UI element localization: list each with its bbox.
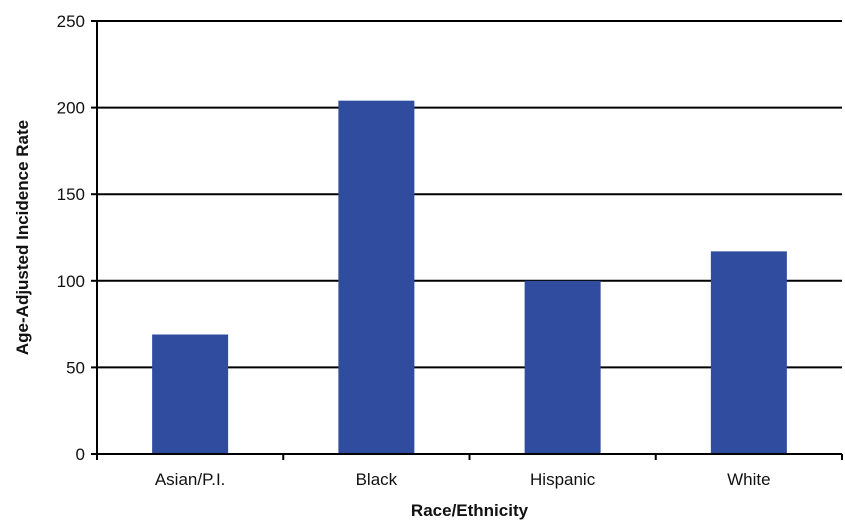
x-axis-ticks: Asian/P.I. Black Hispanic White [96, 454, 843, 489]
y-tick-label: 100 [57, 272, 85, 291]
x-tick-label: Asian/P.I. [155, 470, 226, 489]
y-tick-label: 250 [57, 12, 85, 31]
y-axis-ticks: 0 50 100 150 200 250 [57, 12, 97, 464]
bar-asian-p-i [152, 334, 229, 454]
y-tick-label: 50 [66, 358, 85, 377]
x-axis-title: Race/Ethnicity [411, 501, 529, 520]
bar-white [710, 251, 787, 454]
x-tick-label: Hispanic [530, 470, 596, 489]
y-tick-label: 150 [57, 185, 85, 204]
y-tick-label: 200 [57, 99, 85, 118]
x-tick-label: Black [356, 470, 398, 489]
bars [152, 100, 787, 454]
bar-hispanic [524, 280, 601, 454]
bar-black [338, 100, 415, 454]
y-tick-label: 0 [76, 445, 85, 464]
y-axis-title: Age-Adjusted Incidence Rate [13, 120, 32, 355]
x-tick-label: White [727, 470, 770, 489]
